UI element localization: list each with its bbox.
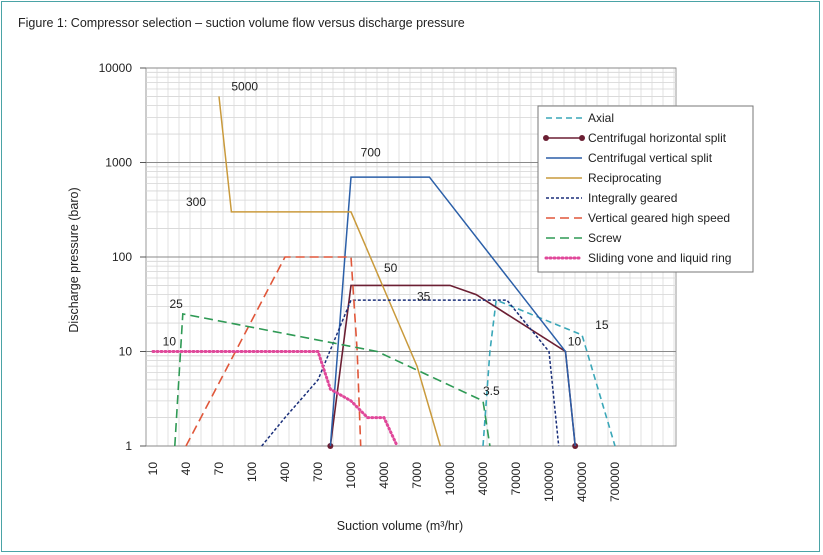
series-line-7 bbox=[151, 350, 399, 448]
legend-entry: Screw bbox=[588, 231, 622, 245]
annotation-label: 50 bbox=[384, 261, 398, 275]
series-point bbox=[327, 443, 334, 449]
x-tick-label: 70 bbox=[212, 462, 226, 476]
chart-axes: 1 10 100 1000 10000 10 40 70 100 400 700 1000 4000 70… bbox=[99, 61, 622, 502]
series-line-2 bbox=[329, 176, 576, 447]
x-tick-label: 10 bbox=[146, 462, 160, 476]
annotation-label: 300 bbox=[186, 195, 206, 209]
series-line-4 bbox=[261, 299, 560, 447]
annotation-label: 35 bbox=[417, 289, 431, 303]
x-tick-label: 7000 bbox=[410, 462, 424, 489]
legend-swatch-dot bbox=[543, 135, 549, 141]
chart-legend: Axial Centrifugal horizontal split Centrif… bbox=[537, 105, 754, 273]
annotation-label: 25 bbox=[170, 297, 184, 311]
x-tick-label: 700000 bbox=[608, 462, 622, 502]
annotation-label: 10 bbox=[568, 335, 582, 349]
x-tick-label: 40000 bbox=[476, 462, 490, 496]
x-tick-label: 40 bbox=[179, 462, 193, 476]
y-tick-label: 1 bbox=[125, 439, 132, 453]
x-tick-label: 4000 bbox=[377, 462, 391, 489]
legend-entry: Reciprocating bbox=[588, 171, 661, 185]
y-tick-label: 1000 bbox=[105, 156, 132, 170]
legend-entry: Centrifugal vertical split bbox=[588, 151, 713, 165]
series-line-5 bbox=[185, 256, 362, 447]
series-line-3 bbox=[218, 96, 442, 447]
annotation-label: 700 bbox=[361, 146, 381, 160]
figure-title: Figure 1: Compressor selection – suction… bbox=[18, 16, 465, 30]
legend-entry: Sliding vone and liquid ring bbox=[588, 251, 731, 265]
x-tick-label: 700 bbox=[311, 462, 325, 482]
legend-entry: Integrally geared bbox=[588, 191, 677, 205]
x-tick-label: 1000 bbox=[344, 462, 358, 489]
chart-series bbox=[151, 96, 616, 449]
x-axis-label: Suction volume (m³/hr) bbox=[337, 519, 463, 533]
legend-box bbox=[537, 105, 754, 273]
legend-entry: Centrifugal horizontal split bbox=[588, 131, 727, 145]
x-tick-label: 70000 bbox=[509, 462, 523, 496]
x-tick-label: 400 bbox=[278, 462, 292, 482]
annotation-label: 15 bbox=[595, 318, 609, 332]
legend-entry: Vertical geared high speed bbox=[588, 211, 730, 225]
x-tick-label: 10000 bbox=[443, 462, 457, 496]
annotation-label: 5000 bbox=[231, 79, 258, 93]
chart-annotations: 5000 700 300 50 35 25 10 15 10 3.5 bbox=[163, 79, 609, 397]
y-axis-label: Discharge pressure (baro) bbox=[67, 187, 81, 332]
x-tick-label: 100 bbox=[245, 462, 259, 482]
y-tick-label: 100 bbox=[112, 250, 132, 264]
y-tick-label: 10 bbox=[119, 345, 133, 359]
annotation-label: 3.5 bbox=[483, 384, 500, 398]
y-tick-label: 10000 bbox=[99, 61, 133, 75]
series-line-6 bbox=[174, 312, 491, 447]
annotation-label: 10 bbox=[163, 335, 177, 349]
series-line-0 bbox=[482, 298, 616, 447]
x-tick-label: 400000 bbox=[575, 462, 589, 502]
x-tick-label: 100000 bbox=[542, 462, 556, 502]
legend-entry: Axial bbox=[588, 111, 614, 125]
legend-swatch-dot bbox=[579, 135, 585, 141]
